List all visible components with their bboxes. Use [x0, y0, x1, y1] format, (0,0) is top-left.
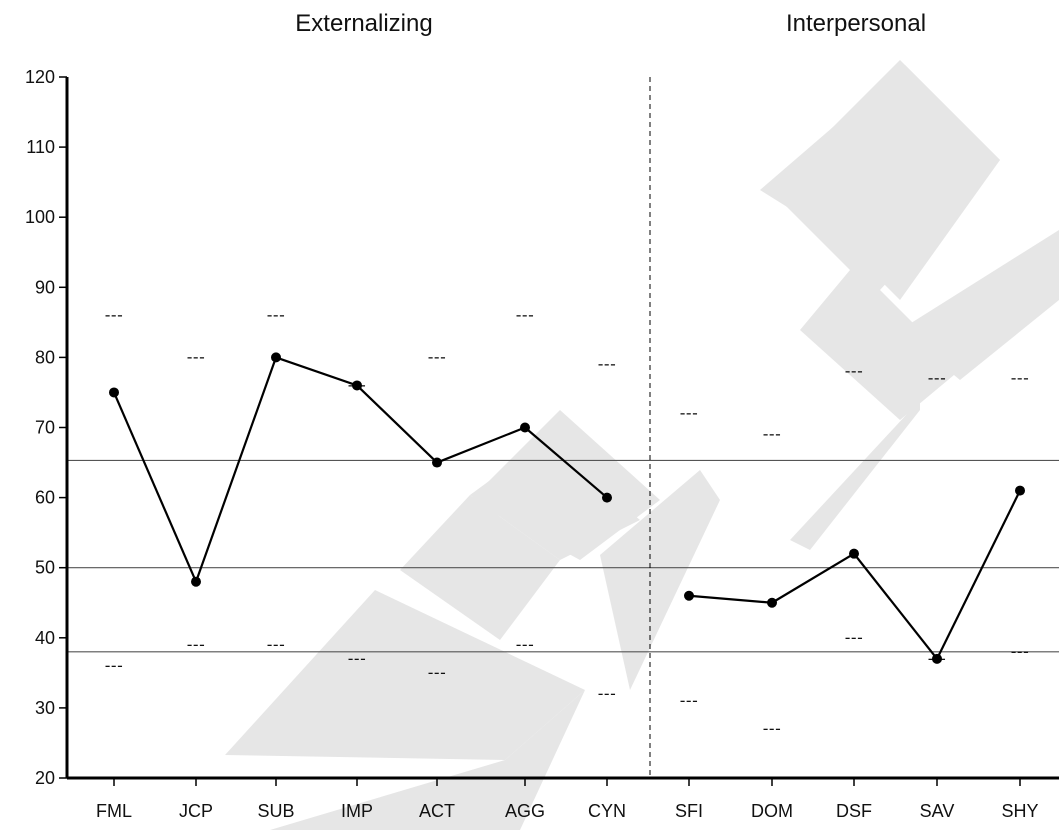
- lower-mark-JCP: ---: [187, 635, 205, 654]
- x-tick-label-ACT: ACT: [419, 801, 455, 821]
- upper-mark-FML: ---: [105, 305, 123, 324]
- x-tick-label-JCP: JCP: [179, 801, 213, 821]
- x-tick-label-DOM: DOM: [751, 801, 793, 821]
- x-tick-label-SFI: SFI: [675, 801, 703, 821]
- data-point-DSF: [849, 548, 859, 559]
- watermark-stroke-8: [900, 230, 1059, 380]
- x-tick-label-CYN: CYN: [588, 801, 626, 821]
- upper-mark-DOM: ---: [763, 425, 781, 444]
- series-0-segment-4: [436, 426, 526, 464]
- upper-mark-JCP: ---: [187, 347, 205, 366]
- x-tick-label-FML: FML: [96, 801, 132, 821]
- series-0-segment-5: [524, 426, 608, 499]
- lower-mark-SFI: ---: [680, 691, 698, 710]
- lower-mark-SHY: ---: [1011, 642, 1029, 661]
- watermark-stroke-0: [225, 590, 585, 760]
- data-point-SFI: [684, 590, 694, 601]
- data-point-IMP: [352, 380, 362, 391]
- data-point-SHY: [1015, 485, 1025, 496]
- series-1-segment-1: [771, 552, 855, 604]
- lower-mark-AGG: ---: [516, 635, 534, 654]
- y-tick-label-70: 70: [35, 418, 55, 438]
- data-point-JCP: [191, 576, 201, 587]
- watermark: [225, 60, 1059, 830]
- watermark-stroke-extra-2: [770, 60, 1000, 420]
- series-0-segment-0: [112, 392, 198, 583]
- lower-mark-CYN: ---: [598, 684, 616, 703]
- lower-mark-FML: ---: [105, 656, 123, 675]
- upper-mark-SHY: ---: [1011, 368, 1029, 387]
- range-marks: --- --- --- --- --- --- --- --- --- --- --- --- --- -…: [105, 305, 1029, 738]
- watermark-stroke-7: [790, 400, 920, 550]
- watermark-stroke-1: [270, 690, 585, 830]
- data-point-DOM: [767, 597, 777, 608]
- y-tick-label-50: 50: [35, 558, 55, 578]
- lower-mark-DSF: ---: [845, 628, 863, 647]
- watermark-stroke-4: [600, 470, 720, 690]
- data-series: [109, 352, 1025, 664]
- data-point-AGG: [520, 422, 530, 433]
- lower-mark-ACT: ---: [428, 663, 446, 682]
- x-tick-label-SUB: SUB: [257, 801, 294, 821]
- y-tick-label-20: 20: [35, 768, 55, 788]
- x-tick-label-AGG: AGG: [505, 801, 545, 821]
- data-point-ACT: [432, 457, 442, 468]
- group-title-1: Interpersonal: [786, 10, 926, 37]
- upper-mark-DSF: ---: [845, 361, 863, 380]
- y-tick-label-100: 100: [25, 207, 55, 227]
- y-tick-label-60: 60: [35, 488, 55, 508]
- series-1-segment-2: [853, 552, 938, 660]
- y-tick-label-40: 40: [35, 628, 55, 648]
- labels: 20 30 40 50 60 70 80 90 100 110 120 FML JCP SUB IMP ACT…: [25, 10, 1039, 821]
- lower-mark-DOM: ---: [763, 719, 781, 738]
- x-tick-label-SAV: SAV: [920, 801, 955, 821]
- data-point-FML: [109, 387, 119, 398]
- group-title-0: Externalizing: [295, 10, 432, 37]
- y-tick-label-30: 30: [35, 698, 55, 718]
- lower-mark-SUB: ---: [267, 635, 285, 654]
- series-0-segment-2: [275, 356, 358, 387]
- y-tick-label-90: 90: [35, 277, 55, 297]
- data-point-CYN: [602, 492, 612, 503]
- upper-mark-AGG: ---: [516, 305, 534, 324]
- upper-mark-SFI: ---: [680, 403, 698, 422]
- y-tick-label-120: 120: [25, 67, 55, 87]
- data-point-SUB: [271, 352, 281, 363]
- lower-mark-IMP: ---: [348, 649, 366, 668]
- series-0-segment-1: [194, 357, 278, 583]
- data-point-SAV: [932, 653, 942, 664]
- series-1-segment-0: [688, 594, 773, 604]
- y-tick-label-110: 110: [26, 137, 55, 157]
- watermark-stroke-extra-1: [470, 410, 660, 560]
- axes: [59, 76, 1059, 786]
- series-0-segment-3: [356, 384, 438, 464]
- x-tick-label-DSF: DSF: [836, 801, 872, 821]
- upper-mark-SUB: ---: [267, 305, 285, 324]
- x-tick-label-SHY: SHY: [1001, 801, 1038, 821]
- y-tick-label-80: 80: [35, 347, 55, 367]
- series-1-segment-3: [936, 490, 1021, 660]
- x-tick-label-IMP: IMP: [341, 801, 373, 821]
- upper-mark-SAV: ---: [928, 368, 946, 387]
- upper-mark-CYN: ---: [598, 354, 616, 373]
- upper-mark-ACT: ---: [428, 347, 446, 366]
